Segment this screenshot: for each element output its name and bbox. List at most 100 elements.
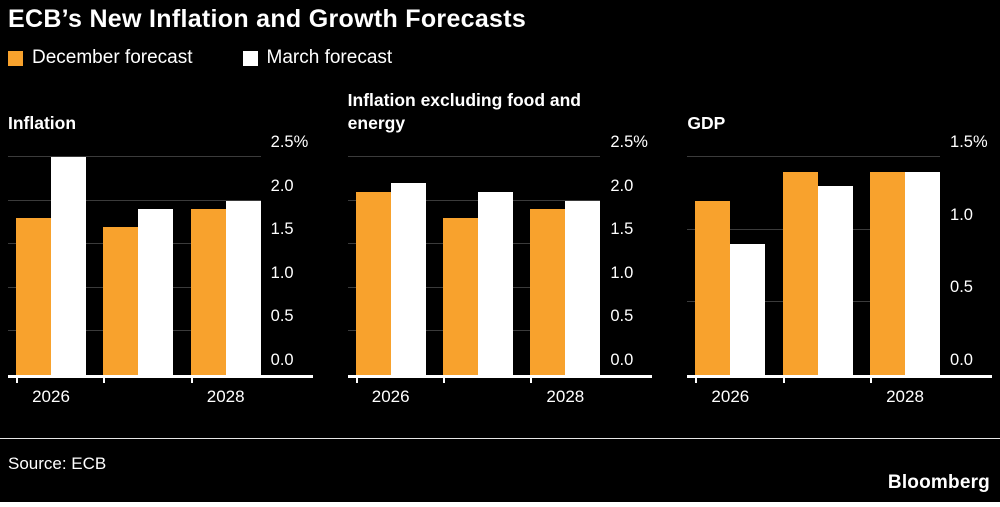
bar-group [530,200,601,375]
x-axis-tick [103,378,106,383]
december-forecast-bar [355,191,391,375]
x-axis: 2026 2028 [687,378,940,408]
x-axis-tick [443,378,445,383]
y-axis-label: 0.0 [270,351,294,369]
y-axis-label: 2.5% [270,133,309,151]
y-axis-label: 1.5 [610,220,634,239]
bars [687,157,940,375]
y-axis-label: 1.5 [270,220,294,239]
x-axis-slot: 2028 [530,378,600,408]
x-axis: 2026 2028 [8,378,261,408]
legend-label-march: March forecast [266,47,393,68]
legend: December forecast March forecast [8,47,992,69]
december-forecast-bar [695,200,731,375]
bars [8,157,261,375]
legend-item-december: December forecast [8,47,193,69]
panel-title: Inflation [8,112,77,133]
gridline [8,199,261,201]
y-axis: 0.0 0.5 1.0 1.5% [940,133,992,375]
y-axis-label: 1.5% [950,133,988,151]
x-axis-tick [355,378,358,383]
x-axis-slot: 2028 [870,378,940,408]
y-axis-label: 1.0 [950,205,973,224]
plot-area: 0.0 0.5 1.0 1.5 2.0 2.5% [347,133,653,378]
bar-group [355,183,426,375]
plot [347,156,601,375]
x-axis-slot [103,378,173,408]
x-axis-tick [870,378,872,383]
x-axis-label: 2026 [32,387,70,406]
plot-area: 0.0 0.5 1.0 1.5 2.0 2.5% [8,133,313,378]
gridline [687,156,941,157]
y-axis-label: 0.5 [270,307,294,326]
december-swatch-icon [8,50,23,66]
bar-group [695,200,766,375]
bar-group [443,191,513,375]
x-axis-slot [782,378,853,408]
panel-title: GDP [687,112,726,133]
source-line: Source: ECB [8,454,107,473]
x-axis-tick [530,378,533,383]
x-axis-label: 2028 [546,387,585,406]
bloomberg-logo: Bloomberg [887,472,990,493]
y-axis-label: 2.0 [610,176,634,195]
y-axis-label: 2.5% [610,133,648,151]
x-axis-tick [782,378,785,383]
bottom-bar [0,502,1000,507]
march-forecast-bar [51,157,86,375]
legend-item-march: March forecast [242,47,393,69]
march-forecast-bar [478,191,513,375]
legend-label-december: December forecast [32,47,193,68]
chart-panel: GDP 0.0 0.5 1.0 1.5% 2026 2028 [687,79,993,408]
bar-group [190,200,261,375]
panel-title: Inflation excluding food and energy [347,89,581,133]
gridline [347,199,601,201]
x-axis: 2026 2028 [348,378,601,408]
x-axis-label: 2028 [886,387,924,406]
x-axis-label: 2026 [371,387,410,406]
x-axis-tick [16,378,18,383]
panels: Inflation 0.0 0.5 1.0 1.5 2.0 2.5% 2026 2028 Infl… [8,79,993,408]
december-forecast-bar [190,209,226,375]
y-axis: 0.0 0.5 1.0 1.5 2.0 2.5% [261,133,313,375]
y-axis-label: 1.0 [270,263,294,282]
y-axis-label: 0.5 [610,307,634,326]
march-forecast-bar [730,244,766,375]
december-forecast-bar [530,209,566,375]
y-axis-label: 0.5 [950,278,973,297]
x-axis-tick [190,378,193,383]
chart-title: ECB’s New Inflation and Growth Forecasts [8,5,527,33]
chart-panel: Inflation excluding food and energy 0.0 0.… [347,79,653,408]
y-axis-label: 2.0 [270,176,294,195]
y-axis-label: 0.0 [950,351,973,369]
december-forecast-bar [443,218,478,375]
bar-group [16,157,86,375]
march-swatch-icon [242,50,258,66]
x-axis-slot: 2028 [190,378,261,408]
chart-panel: Inflation 0.0 0.5 1.0 1.5 2.0 2.5% 2026 2028 [8,79,313,408]
gridline [8,156,261,157]
march-forecast-bar [225,200,261,375]
x-axis-slot: 2026 [695,378,765,408]
plot [8,156,261,375]
december-forecast-bar [870,171,905,375]
bars [348,157,601,375]
x-axis-label: 2026 [711,387,750,406]
y-axis-label: 1.0 [610,263,634,282]
bar-group [870,171,940,375]
plot-area: 0.0 0.5 1.0 1.5% [687,133,993,378]
bar-group [782,171,853,375]
march-forecast-bar [565,200,601,375]
x-axis-tick [695,378,698,383]
x-axis-slot [443,378,513,408]
march-forecast-bar [390,183,426,375]
x-axis-slot: 2026 [355,378,426,408]
gridline [347,156,601,157]
december-forecast-bar [16,218,51,375]
y-axis-label: 0.0 [610,351,634,369]
plot [687,156,941,375]
footer: Source: ECB [0,438,1000,474]
x-axis-slot: 2026 [16,378,86,408]
x-axis-label: 2028 [206,387,245,406]
